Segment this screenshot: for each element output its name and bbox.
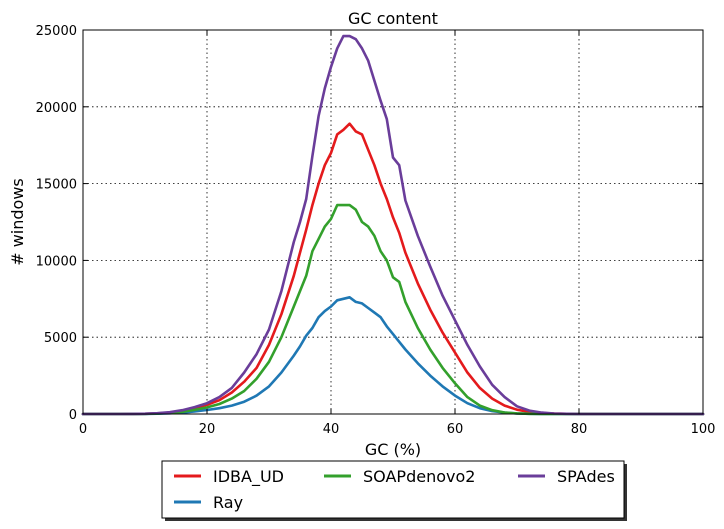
legend-label: SPAdes [557,467,615,486]
series-line-ray [81,295,705,416]
y-tick-label: 0 [69,408,77,423]
x-axis-title: GC (%) [365,440,421,459]
x-tick-label: 80 [571,422,588,437]
series-line-idba-ud [81,122,705,416]
series-lines [81,34,705,416]
legend: IDBA_UD Ray SOAPdenovo2 SPAdes [161,460,627,521]
chart-title: GC content [348,9,438,28]
y-tick-label: 10000 [36,254,77,269]
series-line-spades [81,34,705,416]
x-tick-label: 20 [199,422,216,437]
axis-ticks: 0 20 40 60 80 100 0 5000 10000 15000 20000 25000 [36,24,716,437]
legend-box [161,460,625,519]
series-line-soapdenovo2 [81,203,705,416]
grid-lines [83,30,703,414]
y-tick-label: 5000 [44,331,77,346]
x-tick-label: 0 [79,422,87,437]
legend-label: IDBA_UD [213,467,284,487]
x-tick-label: 60 [447,422,464,437]
y-tick-label: 15000 [36,178,77,193]
y-tick-label: 25000 [36,24,77,39]
legend-label: Ray [213,493,243,512]
y-axis-title: # windows [8,178,27,266]
legend-label: SOAPdenovo2 [363,467,475,486]
plot-frame [82,29,704,415]
y-tick-label: 20000 [36,101,77,116]
x-tick-label: 40 [323,422,340,437]
x-tick-label: 100 [691,422,716,437]
